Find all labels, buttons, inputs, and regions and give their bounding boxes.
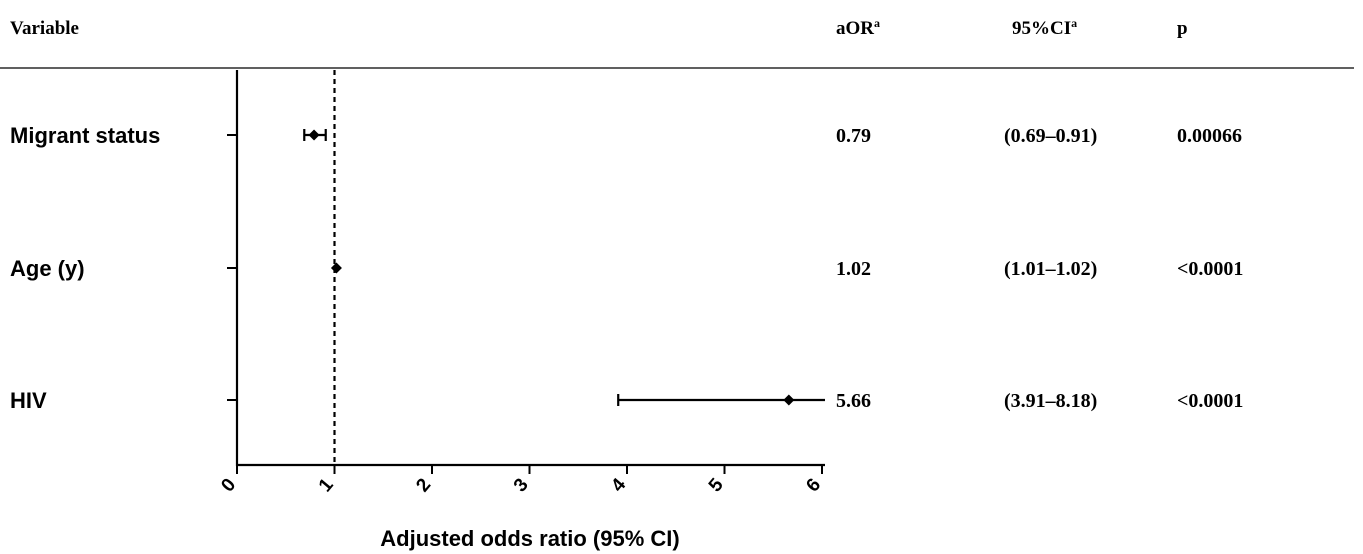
header-p: p xyxy=(1177,18,1188,39)
ci-value: (1.01–1.02) xyxy=(1004,258,1097,280)
x-tick-label: 5 xyxy=(705,474,728,496)
x-tick-label: 2 xyxy=(412,475,435,497)
header-variable: Variable xyxy=(10,18,79,39)
aor-value: 0.79 xyxy=(836,125,871,147)
point-estimate xyxy=(783,394,795,406)
p-value: <0.0001 xyxy=(1177,258,1243,280)
category-label: Migrant status xyxy=(10,123,160,148)
category-label: Age (y) xyxy=(10,256,85,281)
x-tick-label: 6 xyxy=(802,475,825,497)
p-value: 0.00066 xyxy=(1177,125,1242,147)
x-tick-label: 3 xyxy=(510,475,533,497)
p-value: <0.0001 xyxy=(1177,390,1243,412)
aor-value: 1.02 xyxy=(836,258,871,280)
x-tick-label: 1 xyxy=(315,474,338,496)
ci-value: (3.91–8.18) xyxy=(1004,390,1097,412)
header-aor: aORa xyxy=(836,16,880,39)
category-label: HIV xyxy=(10,388,47,413)
results-table: 0.79 (0.69–0.91) 0.00066 1.02 (1.01–1.02) <0.… xyxy=(836,125,1243,412)
plot-area: 0 1 2 3 4 5 6 Adjusted odds ratio (95% CI) Migra… xyxy=(10,70,825,551)
aor-value: 5.66 xyxy=(836,390,871,412)
point-estimate xyxy=(330,262,342,274)
x-tick-label: 4 xyxy=(607,474,630,496)
ci-value: (0.69–0.91) xyxy=(1004,125,1097,147)
x-axis-title: Adjusted odds ratio (95% CI) xyxy=(380,526,679,551)
point-estimate xyxy=(308,129,320,141)
x-tick-label: 0 xyxy=(217,475,240,497)
header-ci: 95%CIa xyxy=(1012,16,1077,39)
